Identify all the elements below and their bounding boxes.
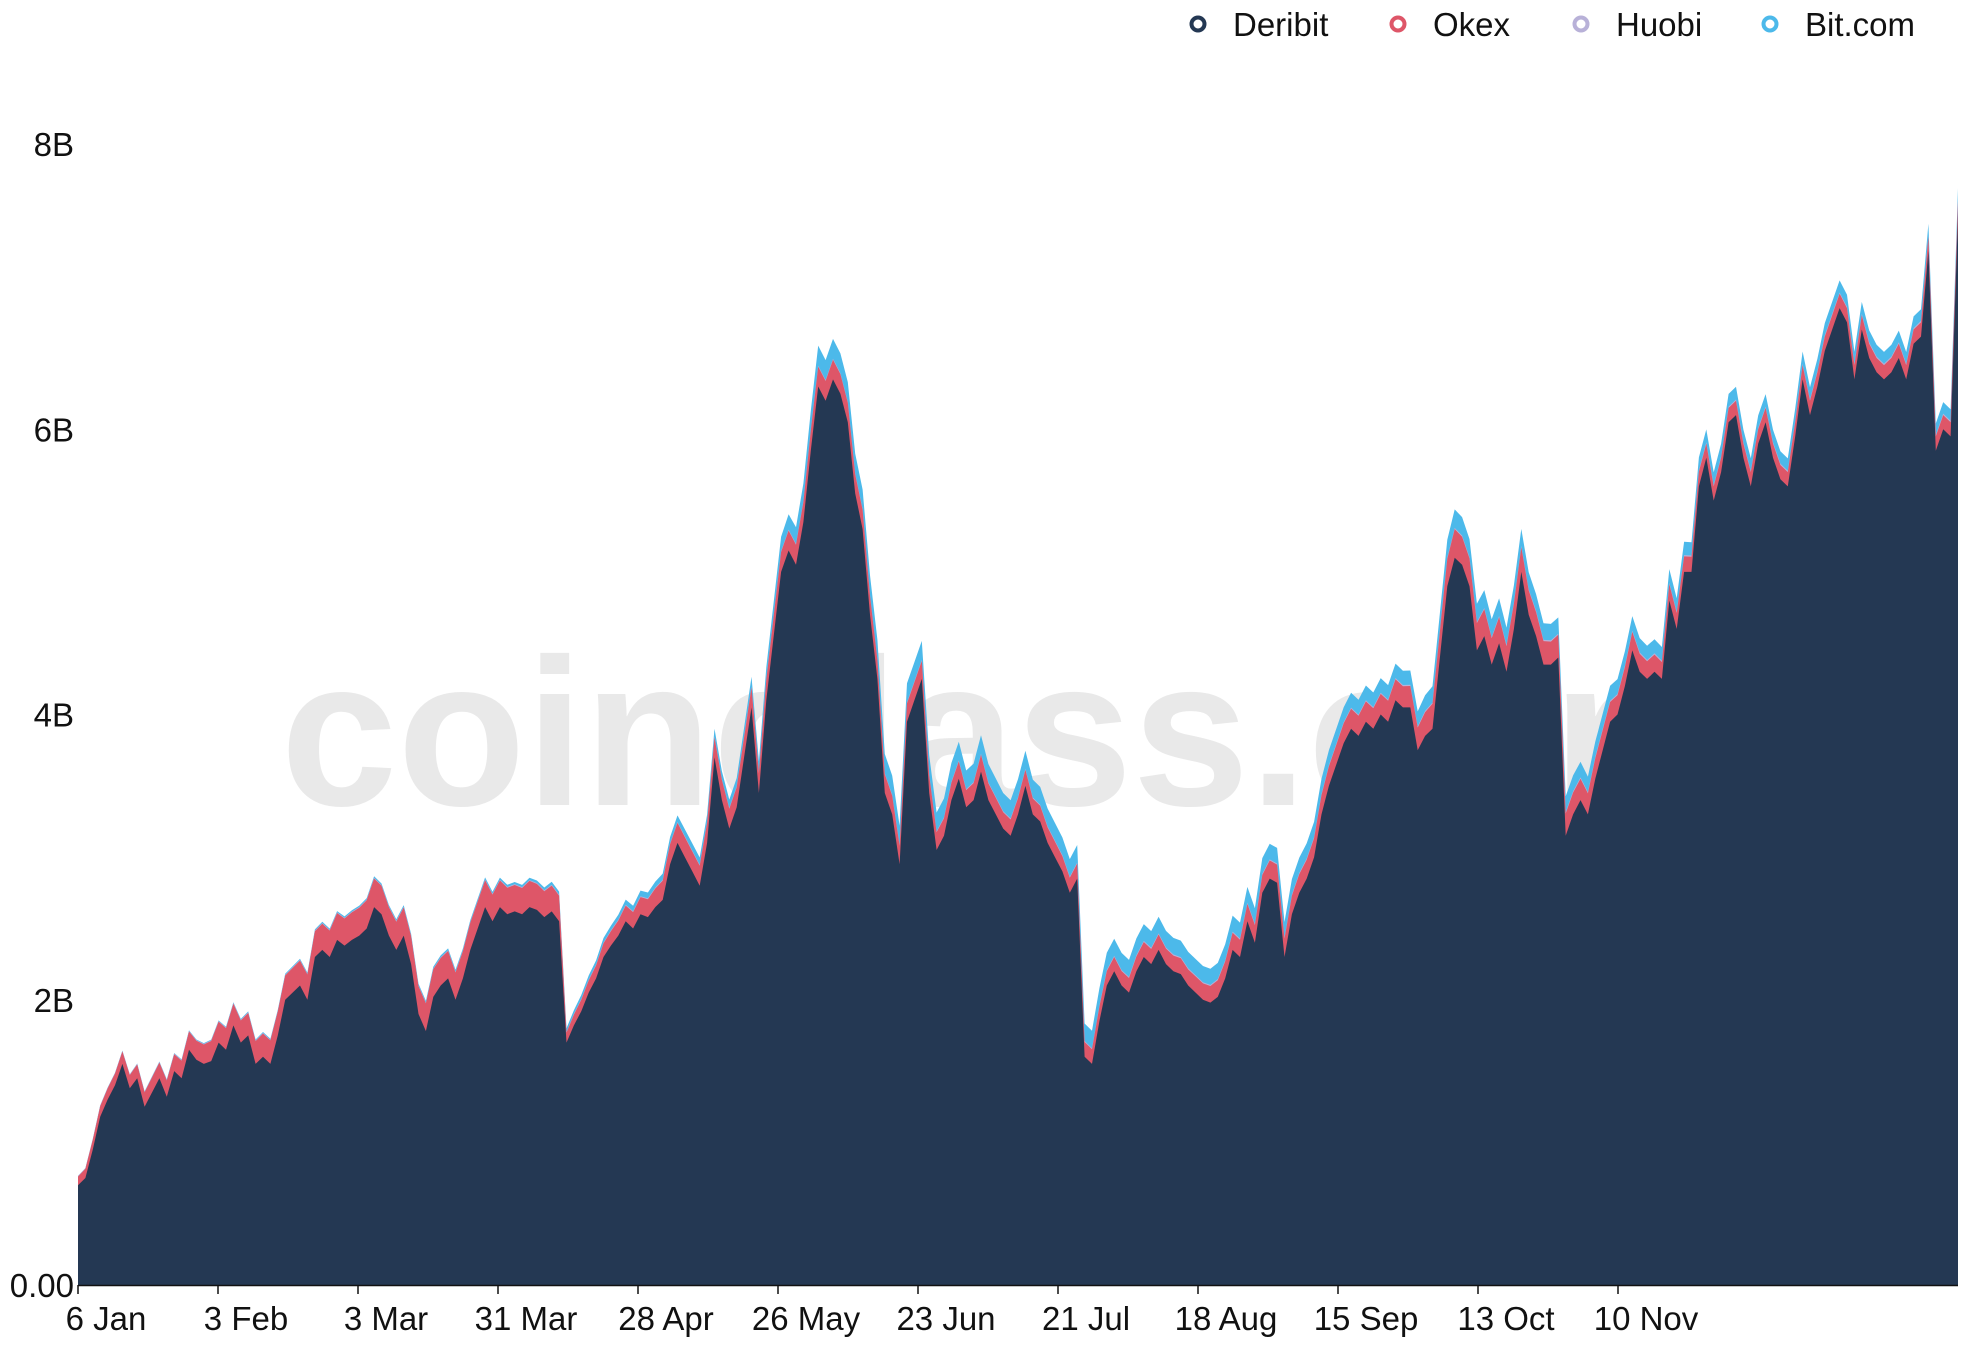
area-deribit xyxy=(78,215,1958,1285)
x-tick-label: 26 May xyxy=(752,1300,861,1337)
legend-label: Huobi xyxy=(1616,6,1702,43)
x-axis-ticks: 6 Jan 3 Feb 3 Mar 31 Mar 28 Apr 26 May 23 Jun 2… xyxy=(66,1285,1699,1337)
x-tick-label: 31 Mar xyxy=(475,1300,578,1337)
area-layers xyxy=(78,188,1958,1286)
legend-label: Bit.com xyxy=(1805,6,1915,43)
y-tick-label: 4B xyxy=(34,697,74,734)
legend-label: Deribit xyxy=(1233,6,1328,43)
x-tick-label: 6 Jan xyxy=(66,1300,147,1337)
legend-item-okex[interactable]: Okex xyxy=(1389,6,1511,43)
y-tick-label: 2B xyxy=(34,982,74,1019)
x-tick-label: 3 Feb xyxy=(204,1300,288,1337)
legend-item-bit-com[interactable]: Bit.com xyxy=(1761,6,1916,43)
legend-marker xyxy=(1572,15,1590,33)
legend-marker xyxy=(1389,15,1407,33)
x-tick-label: 28 Apr xyxy=(618,1300,713,1337)
x-tick-label: 21 Jul xyxy=(1042,1300,1130,1337)
legend-item-huobi[interactable]: Huobi xyxy=(1572,6,1703,43)
x-tick-label: 10 Nov xyxy=(1594,1300,1699,1337)
y-axis-ticks: 0.00 2B 4B 6B 8B xyxy=(10,126,74,1304)
x-tick-label: 18 Aug xyxy=(1175,1300,1278,1337)
legend-item-deribit[interactable]: Deribit xyxy=(1189,6,1329,43)
y-tick-label: 8B xyxy=(34,126,74,163)
y-tick-label: 0.00 xyxy=(10,1267,74,1304)
legend: Deribit Okex Huobi Bit.com xyxy=(1189,6,1916,43)
legend-marker xyxy=(1189,15,1207,33)
x-tick-label: 13 Oct xyxy=(1457,1300,1554,1337)
x-tick-label: 3 Mar xyxy=(344,1300,428,1337)
y-tick-label: 6B xyxy=(34,411,74,448)
legend-marker xyxy=(1761,15,1779,33)
legend-label: Okex xyxy=(1433,6,1511,43)
x-tick-label: 15 Sep xyxy=(1314,1300,1419,1337)
x-tick-label: 23 Jun xyxy=(896,1300,995,1337)
